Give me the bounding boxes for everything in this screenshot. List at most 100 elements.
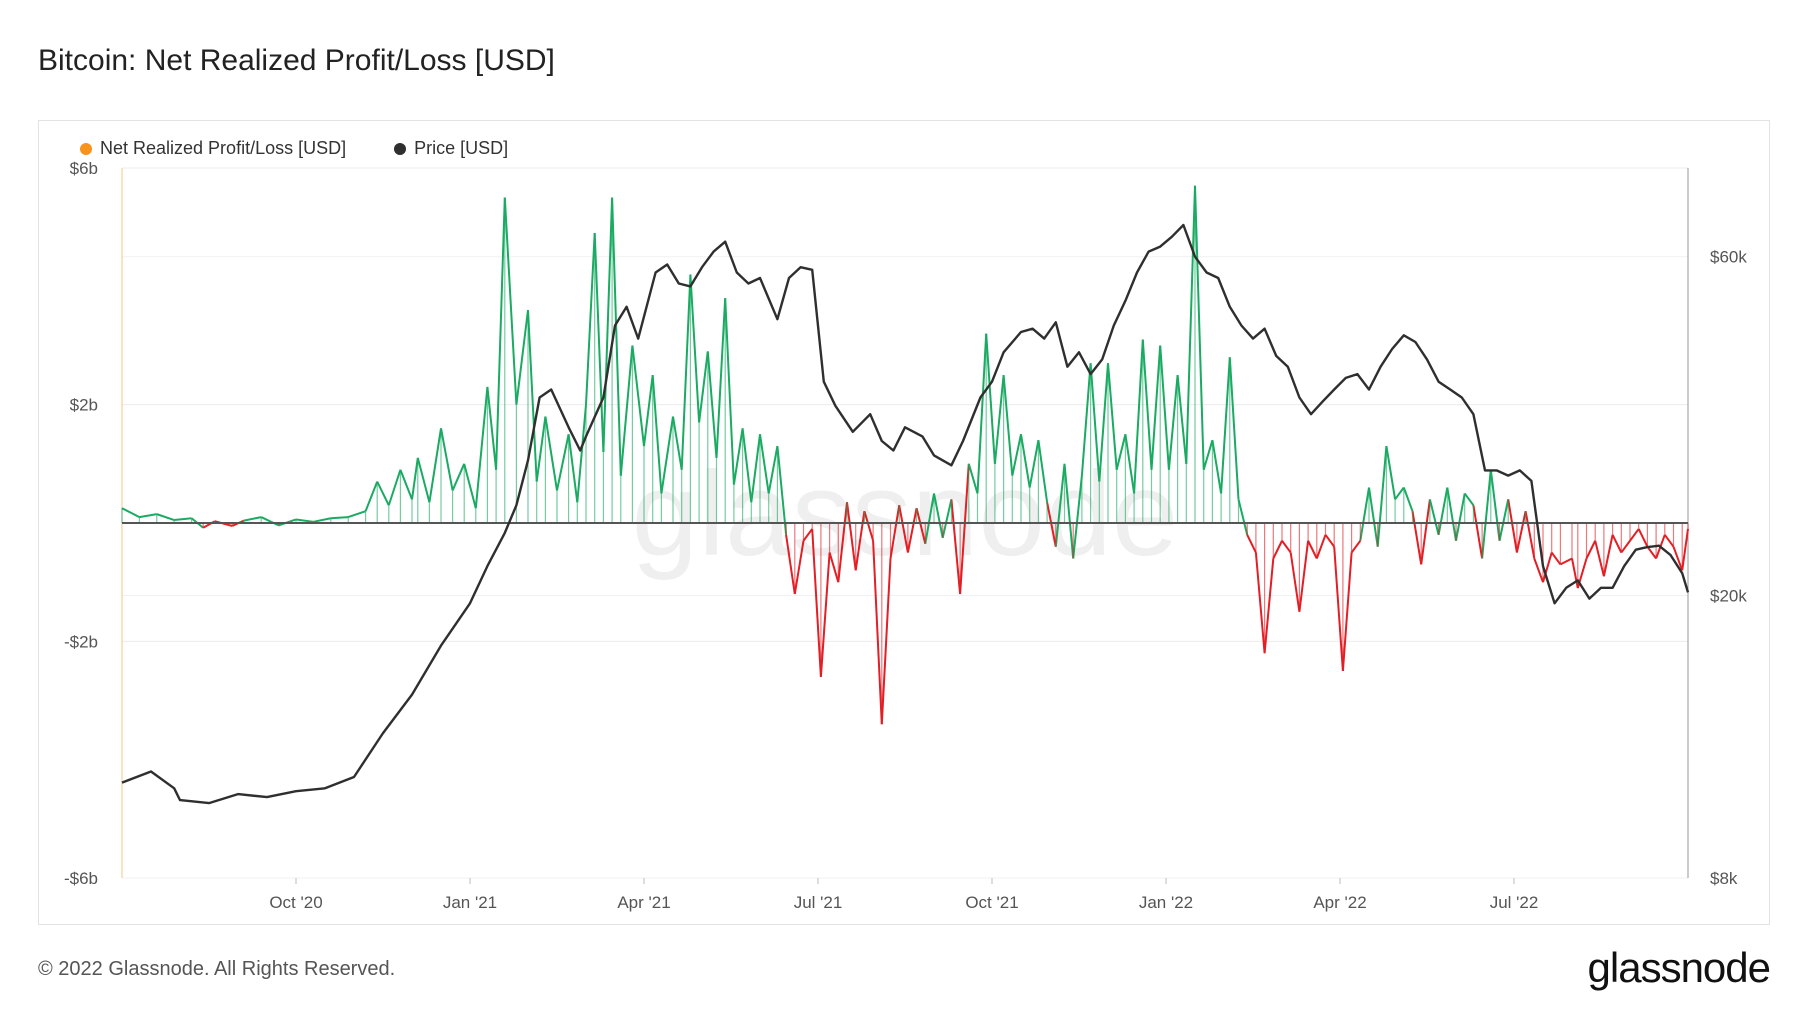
nrpl-segment: [985, 333, 996, 464]
nrpl-segment: [1063, 463, 1075, 559]
nrpl-segment: [1437, 487, 1449, 536]
nrpl-segment: [750, 434, 761, 503]
nrpl-segment: [1571, 558, 1579, 589]
nrpl-segment: [474, 386, 489, 509]
legend-dot-icon: [80, 142, 92, 155]
nrpl-segment: [959, 463, 970, 595]
nrpl-segment: [1176, 374, 1188, 464]
nrpl-segment: [643, 374, 654, 447]
legend: Net Realized Profit/Loss [USD] Price [US…: [80, 138, 508, 159]
nrpl-segment: [1141, 339, 1153, 470]
nrpl-segment: [503, 197, 518, 405]
nrpl-segment: [1646, 546, 1657, 560]
nrpl-segment: [811, 528, 822, 677]
nrpl-segment: [295, 518, 314, 523]
nrpl-segment: [1115, 434, 1127, 470]
nrpl-segment: [846, 502, 857, 571]
nrpl-segment: [1533, 558, 1544, 583]
nrpl-segment: [585, 233, 596, 405]
nrpl-segment: [544, 416, 558, 491]
nrpl-segment: [1341, 552, 1353, 671]
nrpl-segment: [1428, 499, 1440, 536]
nrpl-segment: [1228, 357, 1240, 500]
nrpl-segment: [1307, 540, 1318, 559]
nrpl-segment: [631, 345, 645, 447]
nrpl-segment: [837, 502, 848, 583]
nrpl-segment: [680, 274, 692, 470]
legend-label-nrpl: Net Realized Profit/Loss [USD]: [100, 138, 347, 158]
nrpl-segment: [1324, 534, 1336, 548]
nrpl-segment: [1254, 552, 1266, 654]
x-axis-tick-label: Oct '20: [269, 893, 322, 912]
x-axis-tick-label: Jan '22: [1139, 893, 1193, 912]
nrpl-segment: [463, 463, 477, 509]
nrpl-segment: [1202, 439, 1214, 471]
price-line: [121, 223, 1690, 805]
nrpl-segment: [1194, 185, 1205, 470]
nrpl-segment: [1637, 528, 1649, 548]
nrpl-segment: [576, 404, 587, 503]
nrpl-segment: [619, 345, 634, 476]
nrpl-segment: [515, 309, 529, 405]
x-axis-tick-label: Apr '22: [1313, 893, 1366, 912]
nrpl-segment: [1246, 534, 1257, 554]
nrpl-segment: [347, 510, 366, 519]
nrpl-segment: [1620, 540, 1631, 554]
nrpl-segment: [1124, 434, 1136, 494]
nrpl-segment: [759, 434, 770, 494]
nrpl-segment: [1107, 363, 1118, 470]
nrpl-segment: [1463, 492, 1475, 506]
nrpl-segment: [915, 507, 927, 544]
nrpl-segment: [1037, 440, 1049, 503]
nrpl-segment: [1281, 540, 1292, 554]
left-axis-tick-label: -$2b: [64, 632, 98, 651]
nrpl-segment: [1289, 552, 1301, 612]
nrpl-segment: [767, 445, 779, 494]
nrpl-segment: [732, 428, 744, 485]
nrpl-segment: [933, 493, 944, 538]
nrpl-segment: [243, 516, 262, 522]
nrpl-segment: [741, 428, 753, 503]
nrpl-segment: [1402, 487, 1414, 512]
nrpl-segment: [793, 540, 805, 595]
nrpl-segment: [495, 197, 506, 470]
nrpl-segment: [1359, 487, 1370, 541]
nrpl-segment: [802, 528, 814, 542]
nrpl-segment: [976, 333, 988, 494]
nrpl-segment: [156, 513, 175, 521]
left-axis-tick-label: $2b: [70, 396, 98, 415]
nrpl-segment: [330, 516, 349, 520]
nrpl-segment: [993, 374, 1005, 464]
x-axis-tick-label: Jul '21: [794, 893, 843, 912]
legend-item-price[interactable]: Price [USD]: [394, 138, 508, 159]
nrpl-segment: [567, 434, 579, 503]
nrpl-segment: [1272, 540, 1283, 559]
nrpl-segment: [1211, 440, 1223, 494]
nrpl-segment: [967, 463, 979, 494]
nrpl-segment: [121, 507, 140, 518]
nrpl-segment: [1376, 445, 1388, 547]
nrpl-segment: [941, 499, 953, 539]
nrpl-segment: [440, 428, 454, 491]
nrpl-segment: [1054, 463, 1066, 547]
nrpl-segment: [1072, 475, 1083, 559]
nrpl-segment: [1507, 499, 1518, 553]
legend-label-price: Price [USD]: [414, 138, 509, 158]
legend-item-nrpl[interactable]: Net Realized Profit/Loss [USD]: [80, 138, 346, 159]
left-axis-tick-label: $6b: [70, 159, 98, 178]
nrpl-segment: [139, 513, 157, 519]
nrpl-segment: [715, 298, 727, 458]
nrpl-segment: [1663, 534, 1675, 548]
nrpl-segment: [854, 511, 866, 571]
nrpl-segment: [174, 517, 192, 522]
nrpl-segment: [1446, 487, 1457, 541]
nrpl-segment: [828, 552, 840, 583]
nrpl-segment: [1080, 363, 1092, 476]
nrpl-segment: [1159, 345, 1170, 470]
nrpl-segment: [416, 457, 431, 503]
nrpl-segment: [1394, 486, 1405, 500]
nrpl-segment: [889, 505, 901, 559]
x-axis-tick-label: Jan '21: [443, 893, 497, 912]
nrpl-segment: [1629, 528, 1640, 542]
